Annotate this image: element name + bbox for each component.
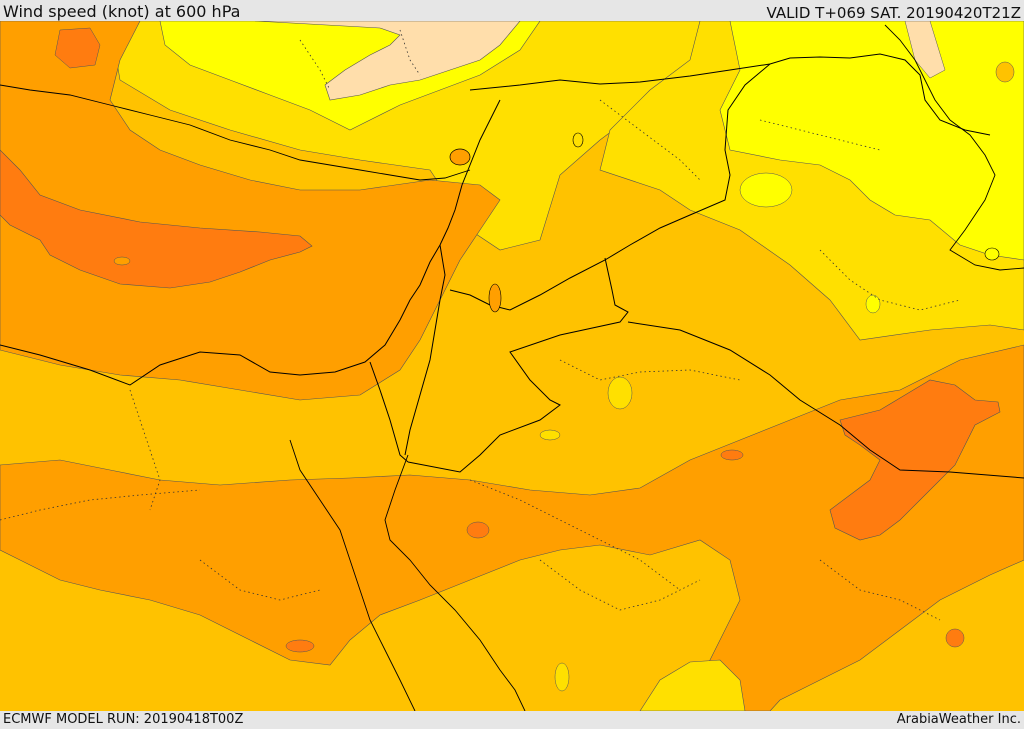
wind-speed-map[interactable] <box>0 21 1024 711</box>
island-outline <box>572 132 584 148</box>
island-outline <box>449 148 471 166</box>
wind-band-orange-south <box>0 344 1024 711</box>
wind-band-pale-orange-east <box>904 21 946 79</box>
wind-band-bright-yellow-east <box>719 21 1024 261</box>
credit-label: ArabiaWeather Inc. <box>896 712 1021 727</box>
coastline <box>384 454 526 711</box>
wind-band-deep-orange-west <box>0 149 313 289</box>
wind-cell-deep-orange-small <box>466 521 490 539</box>
border <box>449 63 771 311</box>
wind-band-deep-orange-nw <box>54 27 101 69</box>
border <box>404 244 446 456</box>
island-outline <box>488 283 502 313</box>
wind-band-yellow-south <box>639 659 746 711</box>
wind-cell-yellow-small <box>539 429 561 441</box>
model-run-label: ECMWF MODEL RUN: 20190418T00Z <box>3 712 244 727</box>
island-outline <box>995 61 1015 83</box>
wind-band-deep-orange-east <box>829 379 1001 541</box>
footer-bar: ECMWF MODEL RUN: 20190418T00Z ArabiaWeat… <box>0 711 1024 729</box>
coastline <box>289 439 416 711</box>
admin-boundaries <box>0 29 961 621</box>
border <box>469 53 991 136</box>
wind-band-pale-orange <box>254 21 521 101</box>
map-title: Wind speed (knot) at 600 hPa <box>3 2 241 21</box>
coastline <box>0 99 501 386</box>
wind-cell-deep-orange-small <box>945 628 965 648</box>
border <box>369 361 409 463</box>
wind-cell-yellow-small <box>865 294 881 314</box>
wind-cell-deep-orange-small <box>285 639 315 653</box>
wind-cell-yellow-small <box>554 662 570 692</box>
wind-band-orange-west <box>0 21 501 401</box>
island-outline <box>113 256 131 266</box>
wind-cell-yellow-small <box>607 376 633 410</box>
coastline <box>0 84 471 181</box>
wind-cell-yellow-small <box>739 172 793 208</box>
border <box>627 321 1024 479</box>
island-outline <box>984 247 1000 261</box>
valid-time-label: VALID T+069 SAT. 20190420T21Z <box>766 4 1021 22</box>
wind-cell-deep-orange-small <box>720 449 744 461</box>
header-bar: Wind speed (knot) at 600 hPa VALID T+069… <box>0 0 1024 22</box>
coastline <box>884 24 1024 271</box>
border <box>407 257 629 473</box>
